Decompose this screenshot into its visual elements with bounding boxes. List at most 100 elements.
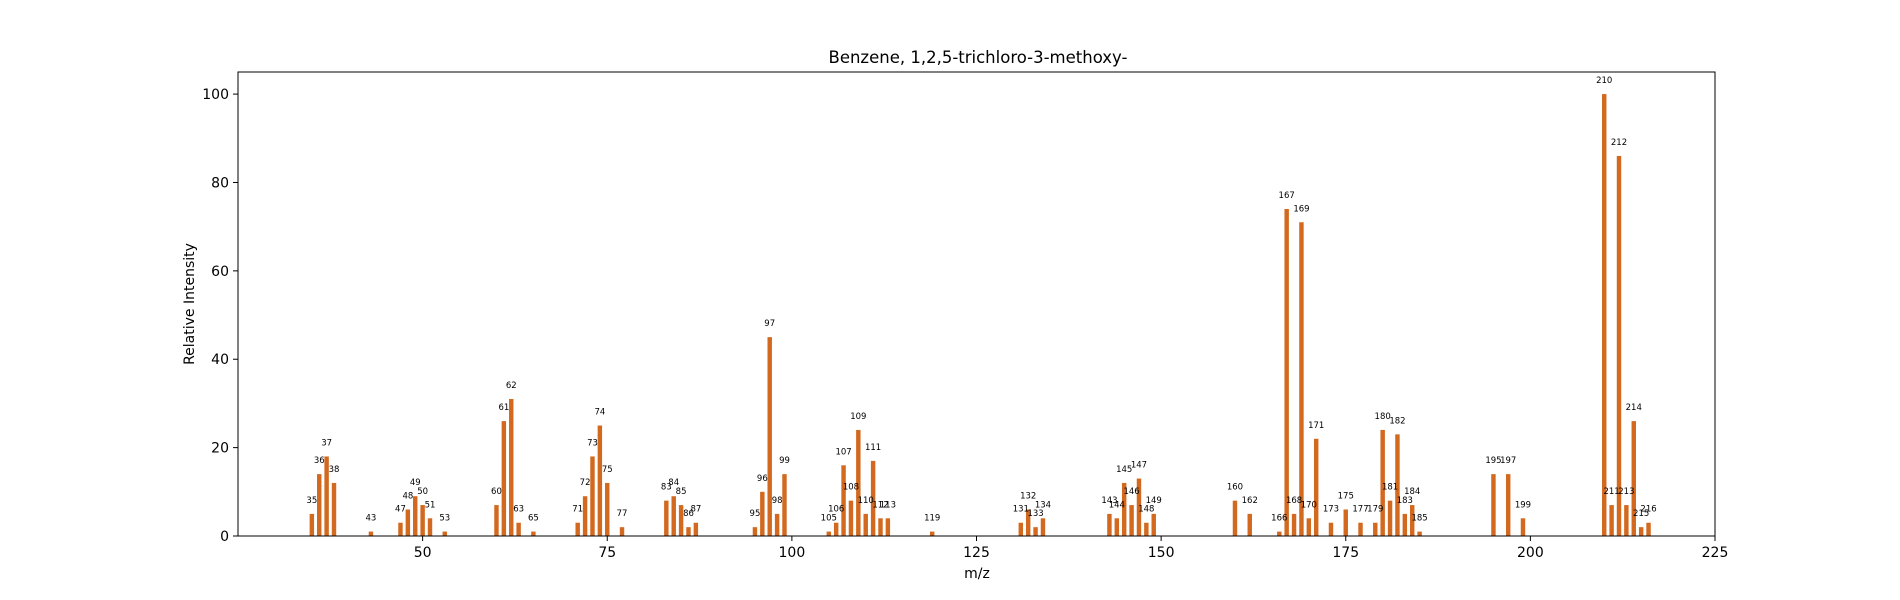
x-tick-label-125: 125 (963, 545, 990, 561)
data-label-mz-211: 211 (1603, 487, 1619, 497)
bar-mz-71 (575, 522, 580, 536)
bar-mz-131 (1018, 522, 1024, 536)
data-label-mz-75: 75 (602, 465, 613, 475)
bar-mz-168 (1291, 513, 1297, 536)
bar-mz-171 (1313, 438, 1319, 536)
data-label-mz-48: 48 (402, 491, 413, 501)
data-label-mz-85: 85 (676, 487, 687, 497)
data-label-mz-109: 109 (850, 412, 866, 422)
bar-mz-43 (368, 531, 374, 536)
bars-group (309, 94, 1651, 537)
bar-mz-132 (1025, 509, 1031, 536)
bar-mz-107 (841, 465, 846, 536)
data-label-mz-162: 162 (1242, 496, 1258, 506)
data-label-mz-179: 179 (1367, 505, 1383, 515)
bar-mz-72 (582, 496, 588, 536)
data-label-mz-63: 63 (513, 505, 524, 515)
data-label-mz-61: 61 (498, 403, 509, 413)
data-label-mz-160: 160 (1227, 483, 1243, 493)
plot-frame (237, 71, 1716, 537)
data-label-mz-131: 131 (1013, 505, 1029, 515)
data-label-mz-95: 95 (750, 509, 761, 519)
bar-mz-183 (1402, 513, 1408, 536)
bar-mz-177 (1358, 522, 1363, 536)
data-label-mz-134: 134 (1035, 500, 1051, 510)
bar-mz-84 (671, 496, 676, 536)
bar-mz-48 (405, 509, 411, 536)
y-axis-label: Relative Intensity (182, 243, 198, 365)
bar-mz-170 (1306, 518, 1312, 536)
data-label-mz-170: 170 (1301, 500, 1317, 510)
bar-mz-77 (619, 527, 625, 536)
bar-mz-175 (1343, 509, 1348, 536)
bar-mz-111 (870, 460, 876, 536)
data-label-mz-119: 119 (924, 514, 940, 524)
bar-mz-85 (678, 505, 684, 536)
data-label-mz-197: 197 (1500, 456, 1516, 466)
bar-mz-73 (590, 456, 595, 536)
x-tick-label-225: 225 (1702, 545, 1729, 561)
data-label-mz-167: 167 (1279, 191, 1295, 201)
data-label-mz-145: 145 (1116, 465, 1132, 475)
data-label-mz-60: 60 (491, 487, 502, 497)
bar-mz-179 (1373, 522, 1378, 536)
bar-mz-160 (1232, 500, 1238, 536)
bar-mz-181 (1387, 500, 1393, 536)
data-label-mz-108: 108 (843, 483, 859, 493)
y-tick-label-20: 20 (211, 441, 229, 457)
bar-mz-210 (1602, 94, 1607, 536)
x-axis: 50 75 100 125 150 175 200 225 (414, 536, 1729, 561)
data-label-mz-110: 110 (858, 496, 874, 506)
data-label-mz-86: 86 (683, 509, 694, 519)
y-tick-label-80: 80 (211, 175, 229, 191)
data-label-mz-144: 144 (1109, 500, 1125, 510)
data-label-mz-169: 169 (1293, 204, 1309, 214)
bar-mz-108 (848, 500, 854, 536)
data-label-mz-83: 83 (661, 483, 672, 493)
y-tick-label-40: 40 (211, 352, 229, 368)
data-label-mz-132: 132 (1020, 491, 1036, 501)
data-label-mz-173: 173 (1323, 505, 1339, 515)
bar-mz-180 (1380, 429, 1385, 536)
data-label-mz-74: 74 (594, 408, 605, 418)
data-label-mz-43: 43 (366, 514, 377, 524)
bar-mz-106 (833, 522, 839, 536)
bar-mz-95 (752, 527, 758, 536)
bar-mz-35 (309, 513, 315, 536)
bar-mz-166 (1277, 531, 1282, 536)
data-label-mz-148: 148 (1138, 505, 1154, 515)
bar-mz-195 (1491, 474, 1496, 536)
bar-mz-145 (1121, 482, 1127, 536)
data-label-mz-50: 50 (417, 487, 428, 497)
bar-mz-53 (442, 531, 447, 536)
bar-mz-97 (767, 337, 772, 536)
bar-mz-74 (597, 425, 603, 536)
data-label-mz-210: 210 (1596, 76, 1612, 86)
bar-mz-197 (1506, 474, 1511, 536)
bar-mz-169 (1299, 222, 1304, 536)
bar-mz-37 (324, 456, 329, 536)
bar-mz-147 (1136, 478, 1142, 536)
bar-mz-99 (782, 474, 787, 536)
data-label-mz-133: 133 (1027, 509, 1043, 519)
data-label-mz-71: 71 (572, 505, 583, 515)
data-label-mz-199: 199 (1515, 500, 1531, 510)
x-tick-label-175: 175 (1332, 545, 1359, 561)
data-label-mz-177: 177 (1352, 505, 1368, 515)
bar-mz-199 (1520, 518, 1526, 536)
bar-mz-86 (686, 527, 691, 536)
bar-mz-149 (1151, 513, 1156, 536)
data-label-mz-171: 171 (1308, 421, 1324, 431)
data-label-mz-112: 112 (872, 500, 888, 510)
bar-mz-63 (516, 522, 521, 536)
data-label-mz-106: 106 (828, 505, 844, 515)
x-tick-label-100: 100 (779, 545, 806, 561)
data-label-mz-107: 107 (835, 447, 851, 457)
bar-mz-146 (1129, 505, 1134, 536)
bar-mz-216 (1646, 522, 1651, 536)
data-label-mz-84: 84 (668, 478, 679, 488)
data-label-mz-38: 38 (329, 465, 340, 475)
y-axis: 0 20 40 60 80 100 (202, 87, 238, 545)
